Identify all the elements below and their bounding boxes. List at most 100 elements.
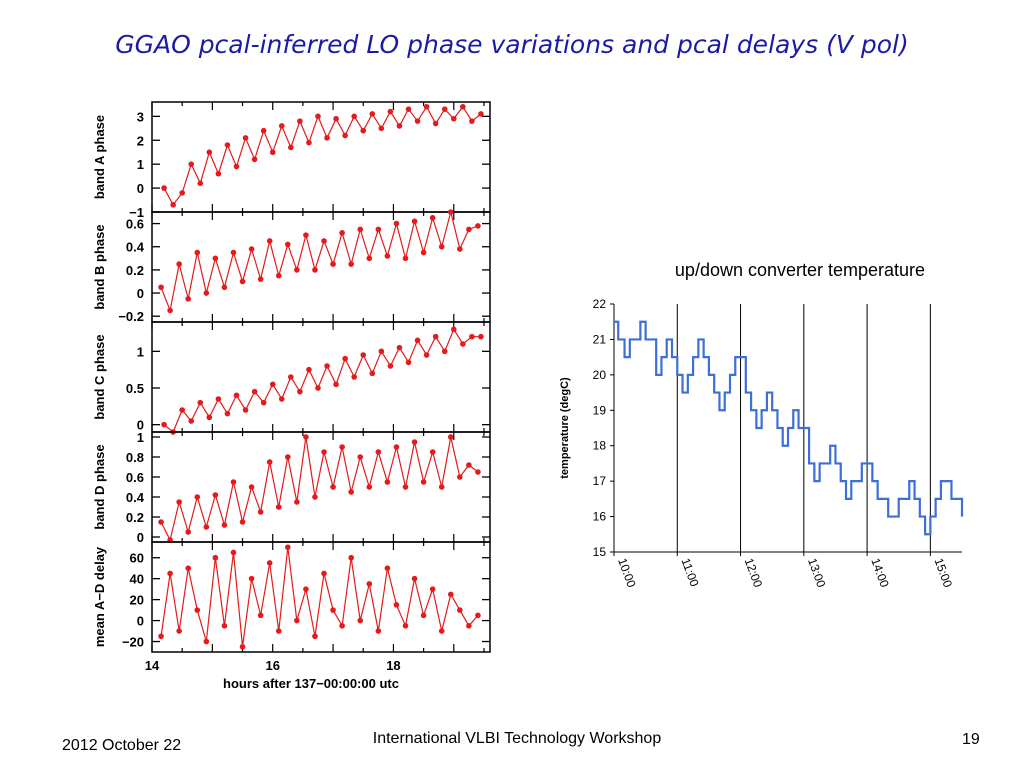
data-point: [432, 120, 439, 127]
temperature-series-line: [614, 320, 964, 536]
data-point: [161, 185, 167, 191]
y-tick-label: 1: [137, 344, 144, 359]
data-point: [402, 623, 409, 629]
data-point: [266, 459, 273, 465]
data-point: [387, 363, 394, 369]
data-point: [197, 399, 204, 406]
data-point: [194, 249, 201, 256]
data-point: [429, 586, 436, 592]
data-point: [212, 492, 219, 498]
y-tick-label: 0.6: [126, 217, 144, 232]
data-point: [251, 156, 258, 163]
data-point: [447, 591, 454, 598]
x-tick-label: 13:00: [805, 556, 829, 589]
data-point: [423, 352, 430, 358]
data-point: [224, 410, 231, 417]
data-point: [411, 439, 418, 445]
slide-title: GGAO pcal-inferred LO phase variations a…: [115, 30, 909, 59]
data-point: [460, 341, 466, 347]
data-point: [339, 230, 345, 236]
y-tick-label: 18: [593, 439, 607, 453]
y-tick-label: 60: [130, 551, 144, 566]
data-point: [158, 284, 164, 291]
data-point: [450, 326, 457, 333]
series-line: [160, 211, 479, 313]
data-point: [330, 261, 336, 267]
footer-workshop: International VLBI Technology Workshop: [372, 730, 662, 747]
y-tick-label: 19: [593, 403, 607, 417]
data-point: [297, 388, 303, 395]
data-point: [221, 284, 228, 291]
panel-2: 0 0.5 1 band C phase: [92, 321, 491, 435]
y-tick-label: 0.4: [126, 490, 145, 505]
data-point: [321, 238, 327, 244]
data-point: [351, 374, 357, 380]
data-point: [321, 449, 327, 455]
data-point: [242, 135, 249, 141]
data-point: [266, 238, 273, 244]
panel-ylabel: band D phase: [92, 444, 107, 529]
data-point: [285, 241, 291, 248]
data-point: [478, 111, 484, 117]
x-tick-label: 16: [265, 658, 279, 673]
y-tick-label: 0: [137, 286, 144, 301]
data-point: [312, 633, 318, 640]
panel-frame: [151, 321, 491, 433]
data-point: [339, 623, 345, 629]
y-tick-label: 20: [130, 593, 144, 608]
data-point: [432, 333, 439, 340]
data-point: [170, 202, 176, 208]
y-tick-label: 0: [137, 614, 144, 629]
data-point: [384, 565, 391, 571]
data-point: [269, 149, 276, 156]
data-point: [161, 421, 167, 428]
data-point: [315, 385, 321, 391]
data-point: [288, 374, 294, 380]
data-point: [239, 643, 246, 650]
data-point: [288, 144, 294, 151]
y-tick-label: 0.6: [126, 470, 144, 485]
data-point: [294, 617, 300, 624]
data-point: [457, 607, 463, 613]
data-point: [330, 607, 336, 613]
data-point: [333, 381, 339, 388]
data-point: [393, 602, 400, 608]
data-point: [447, 209, 454, 215]
data-point: [357, 454, 364, 460]
data-point: [466, 226, 472, 233]
data-point: [158, 633, 164, 640]
data-point: [206, 414, 213, 421]
data-point: [384, 253, 391, 259]
y-tick-label: −0.2: [118, 309, 144, 324]
panel-frame: [151, 541, 491, 653]
data-point: [396, 123, 403, 129]
data-point: [375, 449, 382, 455]
data-point: [197, 180, 204, 187]
data-point: [285, 544, 291, 551]
y-tick-label: 21: [593, 332, 607, 346]
data-point: [294, 499, 300, 505]
data-point: [339, 444, 345, 450]
x-tick-label: 18: [386, 658, 400, 673]
data-point: [396, 344, 403, 351]
data-point: [438, 243, 445, 250]
y-tick-label: −20: [122, 635, 144, 650]
data-point: [438, 628, 445, 634]
data-point: [294, 267, 300, 273]
data-point: [402, 255, 409, 262]
data-point: [393, 444, 400, 450]
data-point: [475, 223, 481, 229]
x-tick-label: 15:00: [932, 556, 956, 589]
data-point: [420, 479, 427, 485]
page-number: 19: [962, 731, 980, 748]
panel-3: 0 0.2 0.4 0.6 0.8 1 band D phase: [92, 430, 491, 545]
data-point: [278, 123, 285, 129]
data-point: [278, 396, 285, 402]
y-tick-label: −1: [129, 205, 144, 220]
data-point: [179, 190, 185, 196]
data-point: [414, 337, 421, 344]
data-point: [275, 628, 282, 634]
data-point: [360, 352, 367, 358]
data-point: [441, 348, 448, 355]
data-point: [257, 509, 264, 515]
